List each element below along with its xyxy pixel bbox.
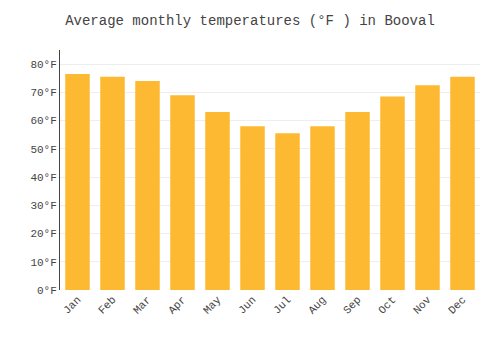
svg-text:Jul: Jul [271, 294, 293, 316]
svg-text:50°F: 50°F [30, 144, 56, 156]
svg-text:80°F: 80°F [30, 59, 56, 71]
svg-text:Mar: Mar [131, 294, 153, 316]
svg-text:Feb: Feb [96, 294, 118, 316]
svg-text:10°F: 10°F [30, 257, 56, 269]
svg-text:Aug: Aug [306, 294, 328, 316]
svg-text:30°F: 30°F [30, 200, 56, 212]
svg-text:Jun: Jun [236, 294, 258, 316]
svg-text:20°F: 20°F [30, 228, 56, 240]
svg-text:40°F: 40°F [30, 172, 56, 184]
svg-text:0°F: 0°F [37, 285, 57, 297]
svg-text:Apr: Apr [166, 294, 188, 316]
svg-text:Average monthly temperatures (: Average monthly temperatures (°F ) in Bo… [65, 13, 435, 29]
svg-text:Nov: Nov [411, 294, 434, 317]
svg-text:Oct: Oct [376, 294, 398, 316]
svg-text:May: May [201, 294, 224, 317]
svg-text:Sep: Sep [341, 294, 363, 316]
svg-text:Jan: Jan [61, 294, 83, 316]
svg-text:60°F: 60°F [30, 115, 56, 127]
svg-text:Dec: Dec [446, 294, 468, 316]
svg-text:70°F: 70°F [30, 87, 56, 99]
